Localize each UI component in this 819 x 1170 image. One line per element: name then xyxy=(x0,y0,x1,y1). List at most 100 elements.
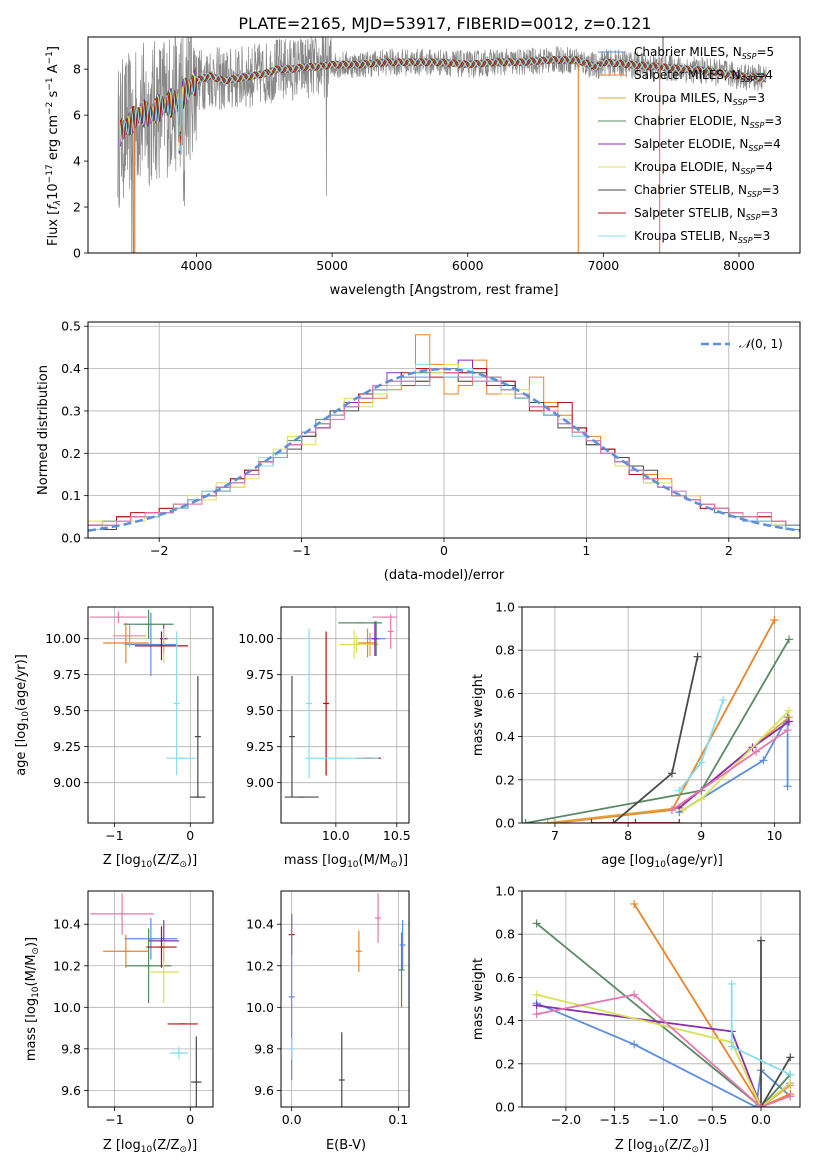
y-tick-label: 9.50 xyxy=(53,703,81,718)
model-spectrum-line xyxy=(120,56,767,147)
plus-marker xyxy=(532,919,541,928)
x-tick-label: 0 xyxy=(440,543,448,558)
y-tick-label: 9.6 xyxy=(61,1083,81,1098)
y-tick-label: 9.00 xyxy=(246,775,274,790)
x-tick-label: 8 xyxy=(624,828,632,843)
plus-marker xyxy=(786,1092,795,1101)
x-tick-label: 10.0 xyxy=(322,828,350,843)
plot-area xyxy=(284,614,397,798)
y-tick-label: 9.25 xyxy=(53,739,81,754)
x-tick-label: 6000 xyxy=(452,258,484,273)
plot-area xyxy=(522,615,794,823)
mass-weight-line xyxy=(536,993,791,1107)
error-bar xyxy=(173,631,180,776)
plus-marker xyxy=(667,806,676,815)
error-bar xyxy=(398,932,405,1008)
legend-label: Chabrier MILES, NSSP=5 xyxy=(634,45,774,61)
y-tick-label: 10.4 xyxy=(53,917,81,932)
mass-weight-line xyxy=(536,993,791,1107)
plus-marker xyxy=(785,706,794,715)
plus-marker xyxy=(759,756,768,765)
y-tick-label: 0.1 xyxy=(61,488,81,503)
y-tick-label: 0.4 xyxy=(61,361,81,376)
y-tick-label: 10.00 xyxy=(238,631,274,646)
histogram-series xyxy=(88,363,800,538)
x-tick-label: 8000 xyxy=(723,258,755,273)
grid-lines xyxy=(281,607,409,823)
plot-area xyxy=(88,334,800,538)
axes-frame xyxy=(87,890,214,1108)
plus-marker xyxy=(785,635,794,644)
legend-label: Kroupa ELODIE, NSSP=4 xyxy=(634,160,773,176)
ticks: −2 −1 0 1 2 0.0 0.1 0.2 0.3 0.4 0.5 xyxy=(61,319,733,558)
ticks: 4000 5000 6000 7000 8000 0 2 4 6 8 xyxy=(73,62,755,273)
plus-marker xyxy=(675,819,684,823)
y-axis-label: Flux [fλ10−17 erg cm−2 s−1 A−1] xyxy=(45,46,63,246)
x-tick-label: −2.0 xyxy=(551,1112,581,1127)
plus-marker xyxy=(630,1040,639,1049)
plus-marker xyxy=(697,758,706,767)
y-tick-label: 1.0 xyxy=(495,884,515,899)
plus-marker xyxy=(786,1070,795,1079)
mass-weight-line xyxy=(536,1002,791,1107)
y-tick-label: 0.2 xyxy=(495,1056,515,1071)
plus-marker xyxy=(786,1053,795,1062)
plus-marker xyxy=(630,899,639,908)
ylabel-label: mass [log10(M/M⊙)] xyxy=(24,937,41,1061)
y-tick-label: 10.2 xyxy=(53,958,81,973)
panel-mass-vs-ebv: 0.0 0.1 9.6 9.8 10.0 10.2 10.4 E(B-V) xyxy=(246,890,410,1153)
plus-marker xyxy=(609,819,618,823)
panel-age-vs-metallicity: −1 0 9.00 9.25 9.50 9.75 10.00 Z [log10(Z/Z⊙)] a… xyxy=(14,606,214,870)
x-tick-label: 0.1 xyxy=(388,1112,408,1127)
legend-label: 𝒩(0, 1) xyxy=(739,337,783,351)
plus-marker xyxy=(783,726,792,735)
xlabel-label: mass [log10(M/M⊙)] xyxy=(284,853,408,870)
x-tick-label: 7 xyxy=(551,828,559,843)
plus-marker xyxy=(693,652,702,661)
ticks: −1 0 9.00 9.25 9.50 9.75 10.00 xyxy=(45,631,194,843)
plus-marker xyxy=(667,769,676,778)
y-tick-label: 9.8 xyxy=(61,1041,81,1056)
error-bar xyxy=(399,920,406,970)
grid-lines xyxy=(88,891,213,1107)
plus-marker xyxy=(532,1010,541,1019)
y-axis-label: mass weight xyxy=(471,674,486,756)
y-tick-label: 0.0 xyxy=(61,531,81,546)
ticks: 7 8 9 10 0.0 0.2 0.4 0.6 0.8 1.0 xyxy=(495,600,782,844)
y-tick-label: 9.50 xyxy=(246,703,274,718)
x-tick-label: −1 xyxy=(292,543,310,558)
x-tick-label: −0.5 xyxy=(697,1112,727,1127)
ylabel-label: age [log10(age/yr)] xyxy=(14,654,31,776)
plus-marker xyxy=(587,819,596,823)
plus-marker xyxy=(678,806,687,815)
legend-label: Salpeter STELIB, NSSP=3 xyxy=(634,206,778,222)
error-bar xyxy=(194,676,201,798)
legend: Chabrier MILES, NSSP=5 Salpeter MILES, NS… xyxy=(598,45,782,245)
y-tick-label: 9.00 xyxy=(53,775,81,790)
plus-marker xyxy=(770,615,779,624)
y-tick-label: 10.0 xyxy=(53,1000,81,1015)
plus-marker xyxy=(727,979,736,988)
x-tick-label: 1 xyxy=(582,543,590,558)
figure-title: PLATE=2165, MJD=53917, FIBERID=0012, z=0… xyxy=(238,14,651,33)
plus-marker xyxy=(543,819,552,823)
plus-marker xyxy=(675,786,684,795)
plus-marker xyxy=(752,747,761,756)
axes-frame xyxy=(521,890,801,1108)
error-bar xyxy=(90,893,154,935)
error-bar xyxy=(113,624,147,648)
error-bar xyxy=(338,1032,345,1107)
x-axis-label: E(B-V) xyxy=(326,1138,366,1153)
y-tick-label: 0.8 xyxy=(495,643,515,658)
legend-label: Chabrier ELODIE, NSSP=3 xyxy=(634,114,782,130)
plot-area xyxy=(117,37,767,253)
error-bar xyxy=(387,614,394,649)
model-spectrum-line xyxy=(120,55,767,155)
panel-mass-vs-metallicity: −1 0 9.6 9.8 10.0 10.2 10.4 Z [log10(Z/Z⊙)] mass… xyxy=(24,890,214,1155)
x-tick-label: 0.0 xyxy=(282,1112,302,1127)
ticks: −1 0 9.6 9.8 10.0 10.2 10.4 xyxy=(53,917,194,1127)
x-tick-label: −1.5 xyxy=(599,1112,629,1127)
plus-marker xyxy=(532,1001,541,1010)
y-tick-label: 0.8 xyxy=(495,927,515,942)
x-tick-label: 10.5 xyxy=(383,828,411,843)
